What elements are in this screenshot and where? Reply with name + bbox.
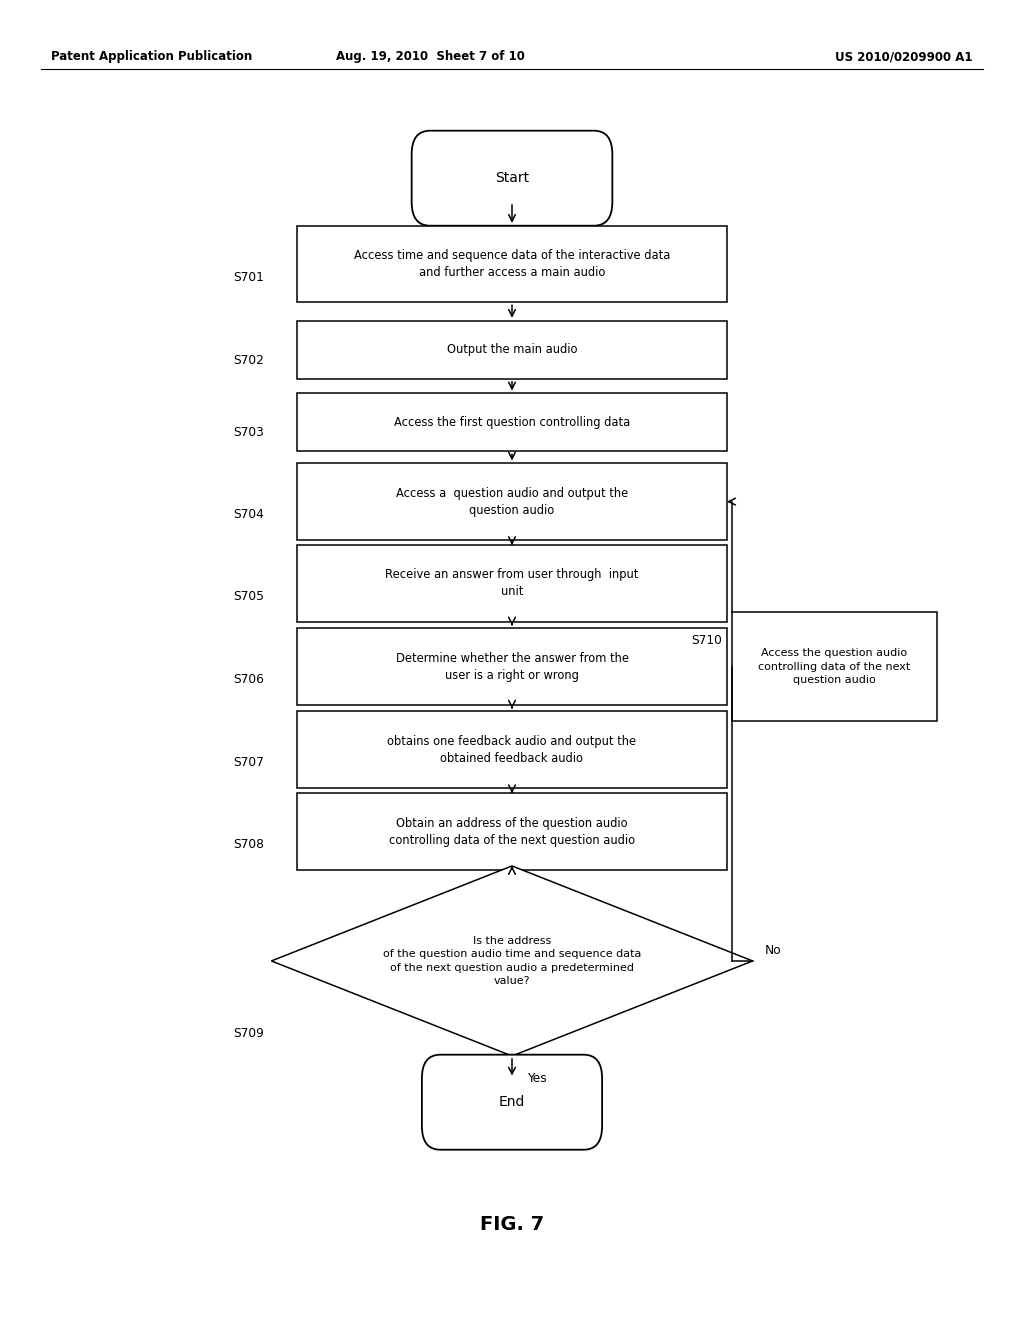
Bar <box>297 226 727 302</box>
Text: S701: S701 <box>233 271 264 284</box>
Text: S707: S707 <box>233 756 264 770</box>
Bar <box>297 793 727 870</box>
Bar <box>297 711 727 788</box>
Polygon shape <box>271 866 753 1056</box>
Bar <box>732 612 937 721</box>
Text: Access time and sequence data of the interactive data
and further access a main : Access time and sequence data of the int… <box>354 249 670 279</box>
Text: Determine whether the answer from the
user is a right or wrong: Determine whether the answer from the us… <box>395 652 629 681</box>
Text: Output the main audio: Output the main audio <box>446 343 578 356</box>
Text: FIG. 7: FIG. 7 <box>480 1216 544 1234</box>
Text: US 2010/0209900 A1: US 2010/0209900 A1 <box>836 50 973 63</box>
Text: No: No <box>765 944 781 957</box>
Bar <box>297 545 727 622</box>
Text: S706: S706 <box>233 673 264 686</box>
Text: Yes: Yes <box>527 1072 547 1085</box>
Text: S702: S702 <box>233 354 264 367</box>
Text: Receive an answer from user through  input
unit: Receive an answer from user through inpu… <box>385 569 639 598</box>
Text: Obtain an address of the question audio
controlling data of the next question au: Obtain an address of the question audio … <box>389 817 635 846</box>
Text: Aug. 19, 2010  Sheet 7 of 10: Aug. 19, 2010 Sheet 7 of 10 <box>336 50 524 63</box>
Text: S704: S704 <box>233 508 264 521</box>
Text: S705: S705 <box>233 590 264 603</box>
Bar <box>297 628 727 705</box>
Bar <box>297 393 727 451</box>
Bar <box>297 321 727 379</box>
Text: Start: Start <box>495 172 529 185</box>
Text: S703: S703 <box>233 426 264 440</box>
Text: S709: S709 <box>233 1027 264 1040</box>
Bar <box>297 463 727 540</box>
Text: obtains one feedback audio and output the
obtained feedback audio: obtains one feedback audio and output th… <box>387 735 637 764</box>
FancyBboxPatch shape <box>422 1055 602 1150</box>
Text: Access a  question audio and output the
question audio: Access a question audio and output the q… <box>396 487 628 516</box>
Text: Access the question audio
controlling data of the next
question audio: Access the question audio controlling da… <box>759 648 910 685</box>
Text: End: End <box>499 1096 525 1109</box>
Text: Is the address
of the question audio time and sequence data
of the next question: Is the address of the question audio tim… <box>383 936 641 986</box>
FancyBboxPatch shape <box>412 131 612 226</box>
Text: S708: S708 <box>233 838 264 851</box>
Text: S710: S710 <box>691 634 722 647</box>
Text: Access the first question controlling data: Access the first question controlling da… <box>394 416 630 429</box>
Text: Patent Application Publication: Patent Application Publication <box>51 50 253 63</box>
